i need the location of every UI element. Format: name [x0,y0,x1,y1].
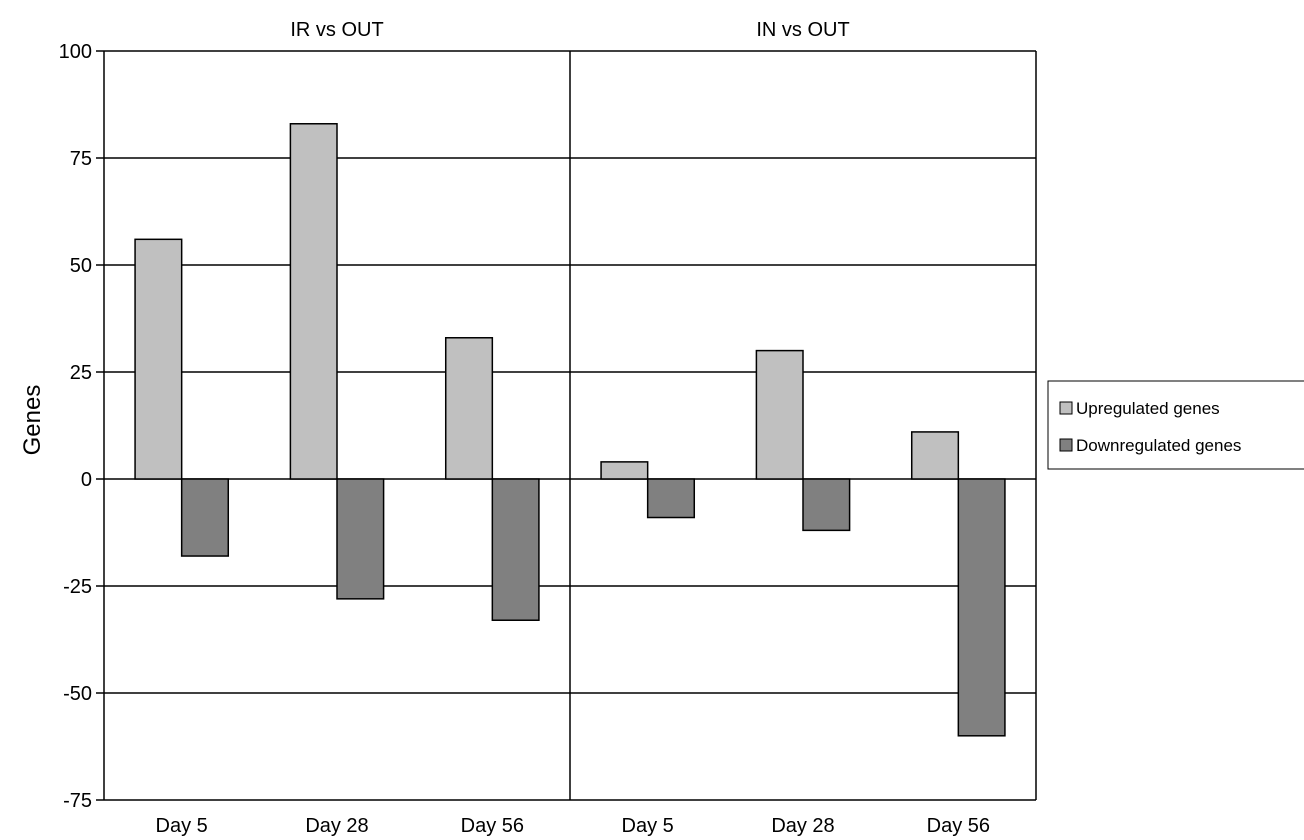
legend-label-upregulated: Upregulated genes [1076,399,1220,418]
bar-downregulated [646,478,696,519]
y-tick-label: 25 [70,362,92,384]
y-tick-label: 0 [81,469,92,491]
y-tick-label: 50 [70,255,92,277]
bar-upregulated [600,461,649,480]
bar-upregulated [910,431,960,480]
y-tick-label: -50 [63,683,92,705]
bar-downregulated [180,478,230,557]
x-category-label: Day 28 [305,815,368,837]
bar-upregulated [289,123,338,480]
y-tick-label: 75 [70,148,92,170]
bar-downregulated [491,478,540,621]
x-category-label: Day 5 [622,815,674,837]
bars [134,123,1006,737]
bar-upregulated [755,349,804,480]
x-category-label: Day 28 [771,815,834,837]
bar-upregulated [134,238,183,480]
y-axis-label: Genes [19,385,46,456]
x-category-label: Day 5 [156,815,208,837]
legend-swatch-upregulated [1059,401,1073,415]
x-category-label: Day 56 [461,815,524,837]
bar-downregulated [957,478,1006,737]
bar-upregulated [444,337,494,480]
y-tick-label: -75 [63,790,92,812]
x-category-label: Day 56 [927,815,990,837]
y-tick-label: 100 [59,41,92,63]
legend: Upregulated genes Downregulated genes [1047,380,1304,470]
legend-box [1047,380,1304,470]
bar-downregulated [336,478,385,600]
legend-label-downregulated: Downregulated genes [1076,436,1241,455]
axes [96,50,1037,801]
labels: 100 75 50 25 0 -25 -50 -75 Day 5 Day 28 Day 56 Day … [59,41,990,837]
y-tick-label: -25 [63,576,92,598]
panel-title-left: IR vs OUT [290,19,383,41]
bar-downregulated [802,478,851,532]
panel-title-right: IN vs OUT [756,19,849,41]
legend-swatch-downregulated [1059,438,1073,452]
